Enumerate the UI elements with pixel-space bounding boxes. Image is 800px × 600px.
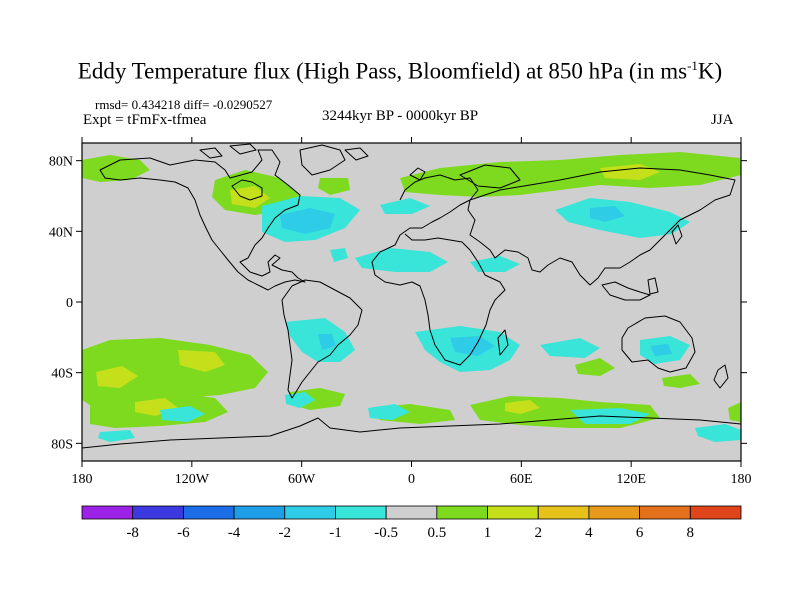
colorbar-label: -6 bbox=[177, 525, 190, 541]
lat-label: 40N bbox=[49, 225, 73, 240]
title-end: K) bbox=[697, 58, 723, 84]
lon-label: 120W bbox=[175, 472, 210, 487]
lon-label: 0 bbox=[408, 472, 415, 487]
colorbar-swatch bbox=[81, 505, 134, 520]
lat-label: 0 bbox=[66, 296, 73, 311]
lon-label: 120E bbox=[616, 472, 646, 487]
title-superscript: -1 bbox=[687, 58, 698, 73]
lat-label: 40S bbox=[51, 367, 73, 382]
latitude-axis: 80N 40N 0 40S 80S bbox=[49, 155, 747, 452]
stats-line: rmsd= 0.434218 diff= -0.0290527 bbox=[95, 97, 273, 112]
colorbar-swatch bbox=[182, 505, 235, 520]
colorbar-label: 1 bbox=[484, 525, 492, 541]
colorbar: -8 -6 -4 -2 -1 -0.5 0.5 1 2 4 6 8 bbox=[81, 505, 742, 541]
experiment-label: Expt = tFmFx-tfmea bbox=[83, 112, 207, 128]
lon-label: 180 bbox=[72, 472, 93, 487]
colorbar-label: 2 bbox=[534, 525, 542, 541]
colorbar-swatch bbox=[132, 505, 184, 520]
colorbar-swatch bbox=[385, 505, 438, 520]
colorbar-label: -8 bbox=[126, 525, 139, 541]
colorbar-label: -4 bbox=[228, 525, 241, 541]
longitude-axis: 180 120W 60W 0 60E 120E 180 bbox=[72, 137, 752, 487]
colorbar-swatch bbox=[639, 505, 691, 520]
colorbar-swatch bbox=[689, 505, 742, 520]
lon-label: 60W bbox=[288, 472, 316, 487]
lon-label: 60E bbox=[510, 472, 533, 487]
season-label: JJA bbox=[711, 112, 734, 128]
plot-title: Eddy Temperature flux (High Pass, Bloomf… bbox=[0, 58, 800, 85]
title-main: Eddy Temperature flux (High Pass, Bloomf… bbox=[77, 58, 688, 84]
lat-label: 80S bbox=[51, 437, 73, 452]
colorbar-swatch bbox=[335, 505, 387, 520]
colorbar-label: 8 bbox=[687, 525, 695, 541]
colorbar-swatch bbox=[233, 505, 286, 520]
colorbar-label: -1 bbox=[329, 525, 342, 541]
map-panel bbox=[82, 143, 741, 461]
colorbar-swatch bbox=[487, 505, 539, 520]
colorbar-label: -2 bbox=[279, 525, 292, 541]
colorbar-label: 0.5 bbox=[427, 525, 446, 541]
colorbar-swatch bbox=[436, 505, 488, 520]
lat-label: 80N bbox=[49, 155, 73, 170]
colorbar-label: 4 bbox=[585, 525, 593, 541]
period-label: 3244kyr BP - 0000kyr BP bbox=[322, 108, 479, 124]
colorbar-swatch bbox=[284, 505, 336, 520]
colorbar-swatch bbox=[537, 505, 590, 520]
colorbar-label: 6 bbox=[636, 525, 644, 541]
coastlines bbox=[82, 143, 741, 449]
colorbar-label: -0.5 bbox=[374, 525, 398, 541]
contour-fills bbox=[82, 152, 741, 442]
lon-label: 180 bbox=[731, 472, 752, 487]
colorbar-swatch bbox=[588, 505, 641, 520]
